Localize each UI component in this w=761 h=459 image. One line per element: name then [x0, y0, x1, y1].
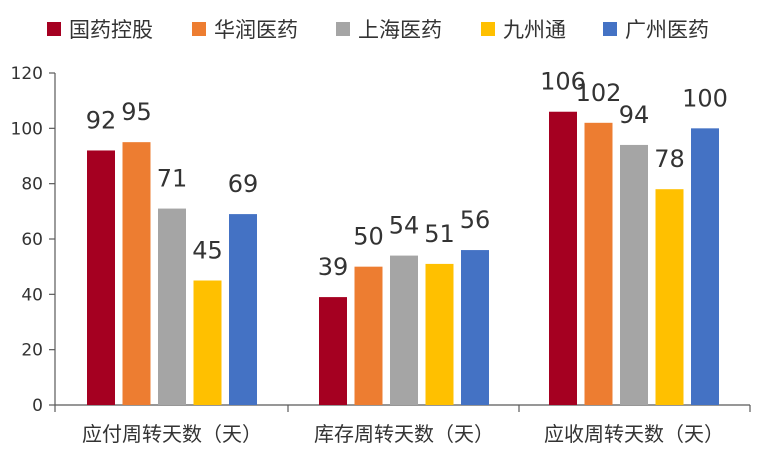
data-label: 92 — [86, 106, 117, 134]
legend-item-guangzhou: 广州医药 — [603, 14, 709, 44]
bar-3-0 — [193, 280, 222, 405]
y-tick-label: 100 — [11, 119, 43, 139]
legend-item-guoyao: 国药控股 — [47, 14, 153, 44]
bar-3-2 — [655, 189, 684, 405]
bar-1-1 — [354, 266, 383, 405]
bars — [87, 111, 719, 406]
bar-2-2 — [620, 144, 648, 405]
legend-label: 国药控股 — [69, 18, 153, 42]
legend-swatch — [481, 22, 495, 36]
data-label: 94 — [619, 101, 650, 129]
bar-0-0 — [87, 150, 115, 405]
data-label: 51 — [424, 220, 455, 248]
data-label: 100 — [682, 84, 728, 112]
legend-label: 广州医药 — [625, 18, 709, 42]
data-label: 56 — [460, 206, 491, 234]
legend-item-shanghai: 上海医药 — [336, 14, 442, 44]
legend-swatch — [603, 22, 617, 36]
data-label: 39 — [318, 253, 349, 281]
data-label: 102 — [576, 79, 622, 107]
y-tick-label: 120 — [11, 64, 43, 84]
data-label: 54 — [389, 212, 420, 240]
data-label: 78 — [654, 145, 685, 173]
legend: 国药控股 华润医药 上海医药 九州通 广州医药 — [0, 14, 761, 44]
y-tick-label: 20 — [21, 341, 43, 361]
bar-1-0 — [122, 142, 151, 405]
data-label: 45 — [192, 237, 223, 265]
y-axis: 0 20 40 60 80 100 120 — [11, 64, 56, 416]
data-label: 69 — [228, 170, 259, 198]
bar-4-0 — [229, 214, 257, 405]
legend-swatch — [47, 22, 61, 36]
bar-0-2 — [549, 111, 577, 405]
data-label: 71 — [157, 165, 188, 193]
y-tick-label: 40 — [21, 285, 43, 305]
bar-3-1 — [425, 263, 454, 405]
bar-2-1 — [390, 255, 418, 405]
x-axis: 应付周转天数（天） 库存周转天数（天） 应收周转天数（天） — [54, 404, 751, 446]
x-tick-label: 库存周转天数（天） — [314, 422, 494, 446]
legend-item-huarun: 华润医药 — [192, 14, 298, 44]
legend-swatch — [192, 22, 206, 36]
bar-0-1 — [319, 297, 347, 405]
y-tick-label: 0 — [32, 396, 43, 416]
x-tick-label: 应付周转天数（天） — [82, 422, 262, 446]
data-label: 106 — [540, 68, 586, 96]
legend-swatch — [336, 22, 350, 36]
bar-2-0 — [158, 208, 186, 405]
legend-label: 华润医药 — [214, 18, 298, 42]
bar-4-1 — [461, 250, 489, 405]
x-tick-label: 应收周转天数（天） — [544, 422, 724, 446]
y-tick-label: 60 — [21, 230, 43, 250]
bar-1-2 — [584, 122, 613, 406]
legend-label: 九州通 — [503, 18, 566, 42]
data-label: 95 — [121, 98, 152, 126]
legend-label: 上海医药 — [358, 18, 442, 42]
data-label: 50 — [353, 223, 384, 251]
bar-4-2 — [691, 128, 719, 406]
legend-item-jiuzhoutong: 九州通 — [481, 14, 566, 44]
y-tick-label: 80 — [21, 175, 43, 195]
